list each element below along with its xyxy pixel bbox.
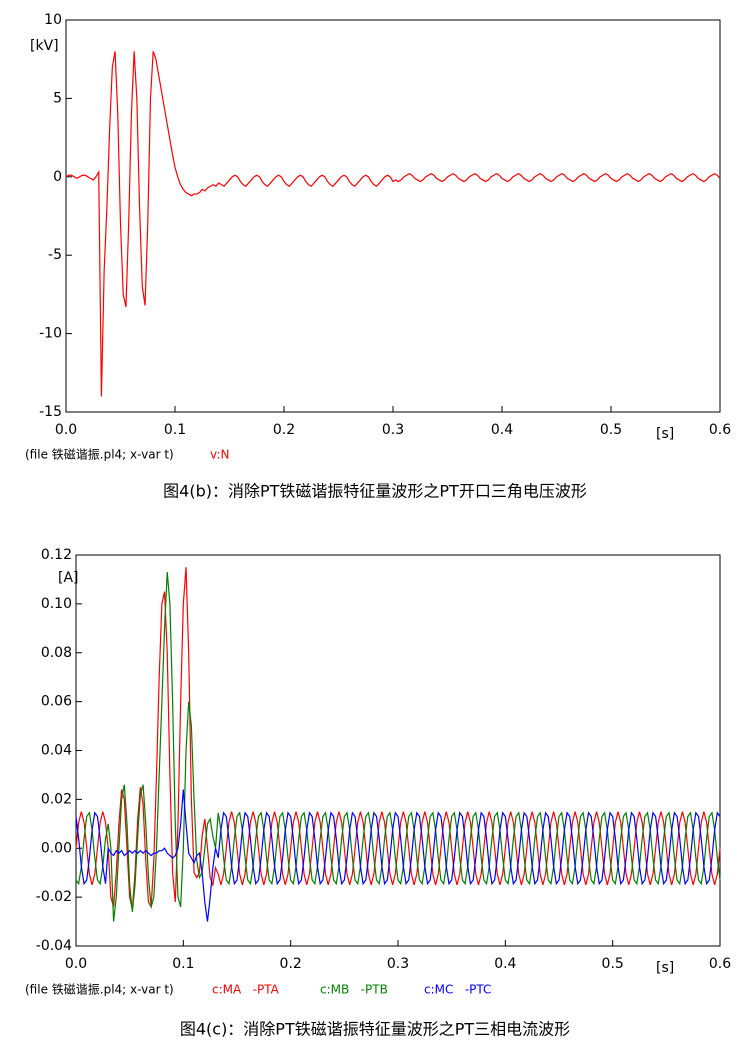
y-tick-label: 0.08 — [41, 645, 72, 661]
y-tick-label: -0.04 — [36, 938, 72, 954]
series-line — [75, 567, 721, 910]
x-tick-label: 0.4 — [494, 956, 516, 972]
y-tick-label: 0.04 — [41, 743, 72, 759]
y-axis-label: [A] — [58, 570, 79, 586]
y-tick-label: 0.06 — [41, 694, 72, 710]
x-axis-label: [s] — [656, 960, 674, 976]
footnote: (file 铁磁谐振.pl4; x-var t) — [25, 447, 174, 462]
x-tick-label: 0.2 — [280, 956, 302, 972]
legend-entry: c:MC -PTC — [424, 983, 491, 997]
x-tick-label: 0.5 — [600, 422, 622, 438]
y-axis-label: [kV] — [30, 38, 59, 54]
legend-entry: v:N — [210, 448, 229, 462]
x-tick-label: 0.0 — [65, 956, 87, 972]
y-tick-label: 0.12 — [41, 547, 72, 563]
y-tick-label: 0.10 — [41, 596, 72, 612]
x-tick-label: 0.3 — [382, 422, 404, 438]
y-tick-label: -0.02 — [36, 889, 72, 905]
series-line — [65, 51, 721, 397]
footnote: (file 铁磁谐振.pl4; x-var t) — [25, 982, 174, 997]
series-line — [75, 572, 721, 922]
x-tick-label: 0.4 — [491, 422, 513, 438]
caption: 图4(c)：消除PT铁磁谐振特征量波形之PT三相电流波形 — [180, 1020, 570, 1039]
x-axis-label: [s] — [656, 426, 674, 442]
plot-frame — [75, 554, 721, 947]
x-tick-label: 0.1 — [172, 956, 194, 972]
y-tick-label: 0.02 — [41, 791, 72, 807]
x-tick-label: 0.6 — [709, 956, 731, 972]
legend-entry: c:MB -PTB — [320, 983, 388, 997]
y-tick-label: -15 — [39, 404, 62, 420]
series-line — [75, 789, 721, 922]
x-tick-label: 0.5 — [602, 956, 624, 972]
plot-frame — [65, 19, 721, 413]
y-tick-label: 0 — [53, 169, 62, 185]
legend-entry: c:MA -PTA — [212, 983, 280, 997]
y-tick-label: -10 — [39, 326, 62, 342]
x-tick-label: 0.2 — [273, 422, 295, 438]
y-tick-label: 10 — [44, 12, 62, 28]
x-tick-label: 0.0 — [55, 422, 77, 438]
x-tick-label: 0.3 — [387, 956, 409, 972]
caption: 图4(b)：消除PT铁磁谐振特征量波形之PT开口三角电压波形 — [163, 482, 587, 501]
y-tick-label: 5 — [53, 90, 62, 106]
x-tick-label: 0.6 — [709, 422, 731, 438]
y-tick-label: -5 — [48, 247, 62, 263]
x-tick-label: 0.1 — [164, 422, 186, 438]
y-tick-label: 0.00 — [41, 840, 72, 856]
